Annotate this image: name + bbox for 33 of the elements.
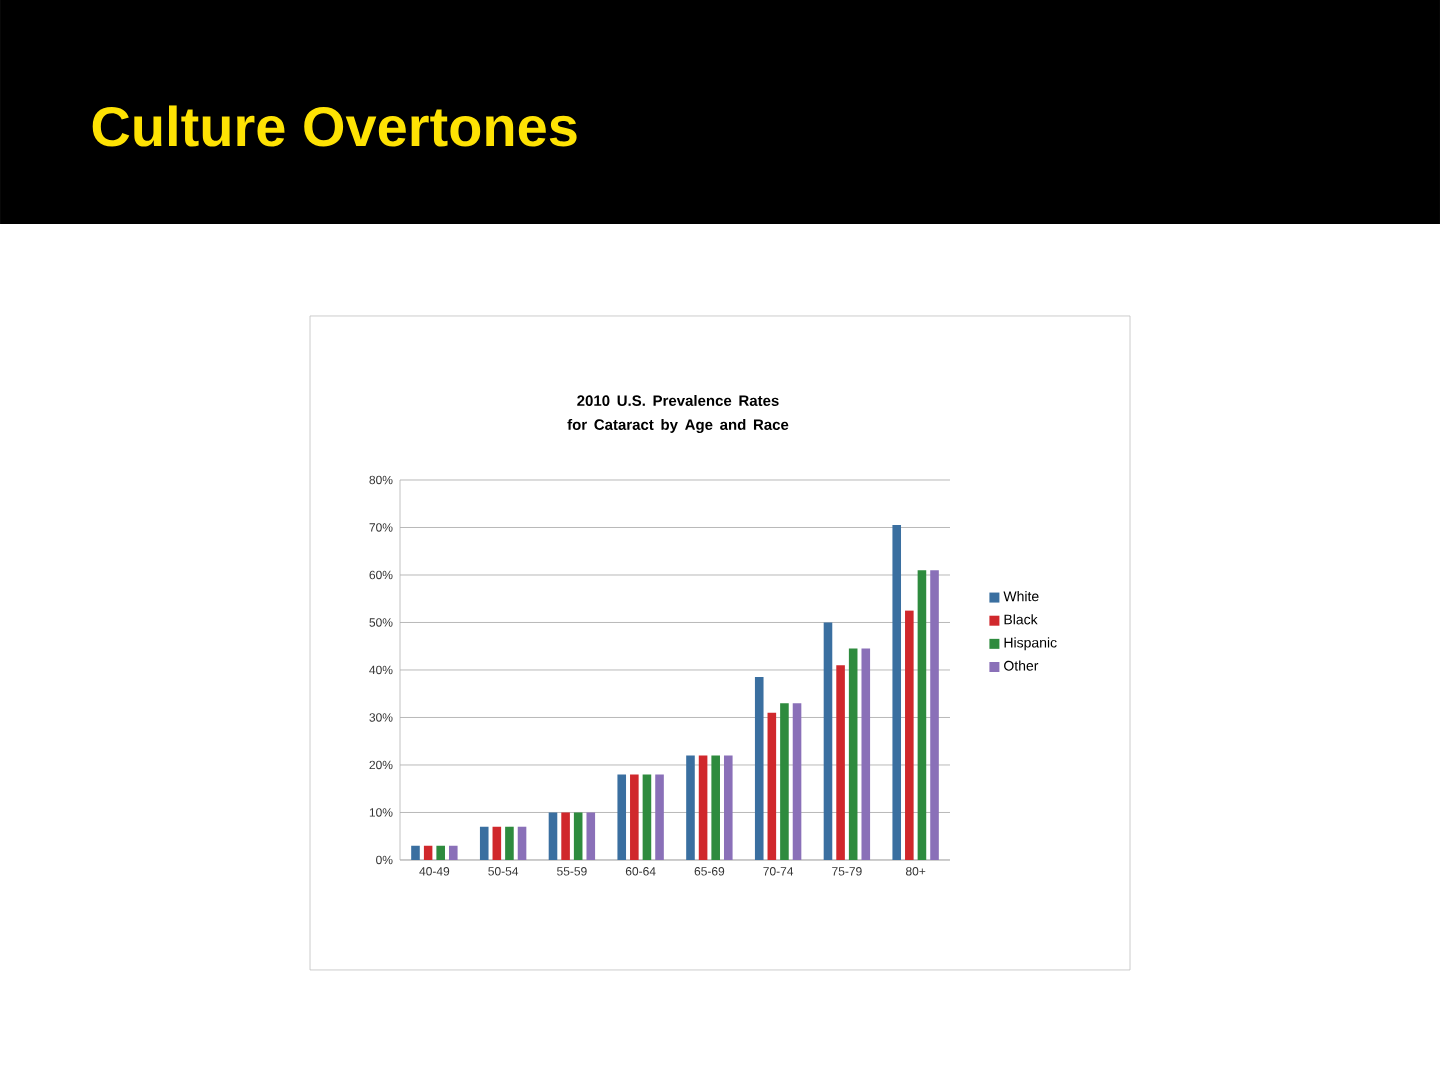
bar [586,812,596,860]
bar [548,812,558,860]
bar [573,812,583,860]
bar [823,622,833,860]
bar [642,774,652,860]
bar [686,755,695,860]
bar [792,703,802,860]
bar [617,774,627,860]
bar [655,774,664,860]
bar [630,774,639,860]
bar [517,826,527,860]
chart-title: Culture Overtones [92,105,577,147]
bar [905,610,914,860]
bar [505,826,514,860]
bar [861,648,871,860]
bar [848,648,858,860]
bar [411,845,420,860]
bar [780,703,789,860]
bar [917,570,927,860]
bar [698,755,708,860]
bar [561,812,570,860]
bar [711,755,720,860]
bar [836,665,845,860]
bar [479,826,489,860]
bar [767,712,777,860]
bar [892,525,902,860]
bar [492,826,502,860]
bar [754,677,764,860]
bar [436,845,445,860]
bar [930,570,939,860]
bar [448,845,458,860]
bar [723,755,733,860]
bar [423,845,433,860]
